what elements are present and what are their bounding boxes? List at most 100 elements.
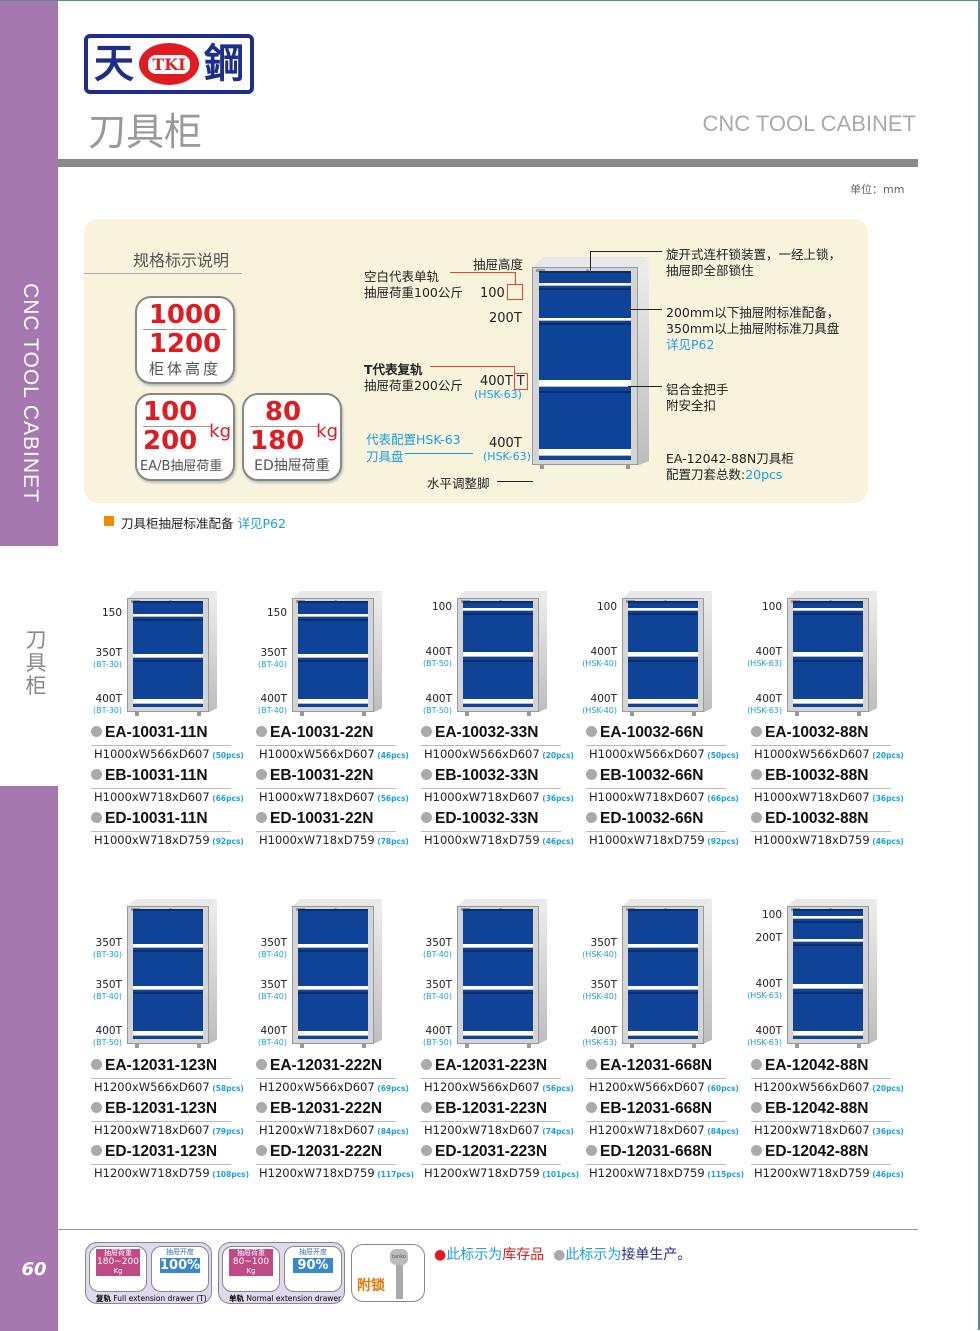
- double-rail-note-2: 抽屉荷重200公斤: [364, 378, 463, 393]
- cabinet-top-panel: [292, 591, 382, 599]
- cabinet-side-panel: [209, 899, 217, 1044]
- tray-note-1: 200mm以下抽屉附标准配备，: [666, 305, 840, 320]
- model-code: EA-12031-223N: [421, 1057, 547, 1075]
- status-dot-icon: [751, 812, 762, 823]
- dims-text: H1000xW566xD607: [754, 747, 870, 761]
- drawer: [628, 950, 698, 992]
- dims-text: H1000xW566xD607: [94, 747, 210, 761]
- ed-load-1: 80: [264, 397, 302, 427]
- spec-drawer-label: 200T: [489, 311, 522, 326]
- cabinet-frame: [457, 906, 539, 1044]
- cabinet-frame: [622, 906, 704, 1044]
- model-code: EB-12031-223N: [421, 1100, 547, 1118]
- drawer-label: 350T (BT-30): [93, 648, 122, 670]
- drawer-label: 400T (HSK-63): [582, 1025, 617, 1048]
- tool-spec: (HSK-40): [582, 659, 617, 668]
- tool-count: (46pcs): [539, 837, 574, 846]
- ext-label: 抽屉开度: [299, 1248, 327, 1256]
- drawer-label: 350T (BT-40): [258, 979, 287, 1002]
- model-code-text: EB-10032-66N: [600, 767, 704, 784]
- foot: [135, 1043, 139, 1048]
- model-code: EB-10031-11N: [91, 767, 208, 785]
- cabinet-top-panel: [457, 591, 547, 599]
- drawer-handle: [793, 1030, 863, 1036]
- model-dimensions: H1000xW718xD607 (66pcs): [94, 790, 244, 804]
- load-value: 80~100: [232, 1257, 270, 1267]
- status-dot-icon: [586, 769, 597, 780]
- model-dimensions: H1200xW566xD607 (56pcs): [424, 1080, 574, 1094]
- drawer: [133, 950, 203, 992]
- drawer-label: 100: [597, 601, 617, 613]
- model-code: EA-12031-123N: [91, 1057, 217, 1075]
- tool-count: (84pcs): [704, 1127, 739, 1136]
- double-rail-leader: [430, 366, 515, 367]
- dims-text: H1000xW718xD759: [94, 833, 210, 847]
- status-dot-icon: [256, 769, 267, 780]
- orange-square-icon: [104, 516, 114, 526]
- full-extension-icon: 抽屉荷重 180~200 Kg 抽屉开度 100% 复轨 Full extension…: [85, 1242, 212, 1304]
- cabinet-top-panel: [127, 899, 217, 907]
- status-dot-icon: [421, 1102, 432, 1113]
- tool-spec: (BT-50): [423, 1037, 452, 1047]
- model-dimensions: H1200xW718xD759 (115pcs): [589, 1166, 744, 1180]
- tray-link[interactable]: 详见P62: [666, 337, 715, 352]
- load-tile: 抽屉荷重 80~100 Kg: [222, 1246, 280, 1292]
- extension-tile: 抽屉开度 100%: [151, 1246, 209, 1292]
- dims-text: H1200xW566xD607: [259, 1080, 375, 1094]
- drawer-height: 350T: [95, 937, 122, 950]
- drawer-handle: [539, 283, 631, 287]
- drawer-label: 150: [102, 607, 122, 619]
- model-code-text: EB-12042-88N: [765, 1100, 869, 1117]
- model-code: EA-12031-222N: [256, 1057, 382, 1075]
- model-divider: [421, 1121, 561, 1122]
- model-dimensions: H1000xW718xD759 (78pcs): [259, 833, 409, 847]
- drawer-handle: [298, 944, 368, 949]
- model-divider: [586, 1121, 726, 1122]
- model-dimensions: H1000xW718xD759 (46pcs): [424, 833, 574, 847]
- lock-icon: [586, 269, 589, 272]
- status-dot-icon: [256, 1145, 267, 1156]
- handle-note-1: 铝合金把手: [666, 382, 729, 397]
- status-dot-icon: [256, 1059, 267, 1070]
- drawer-handle: [133, 613, 203, 617]
- foot: [692, 712, 696, 717]
- tool-spec: (BT-40): [423, 950, 452, 960]
- status-dot-icon: [91, 1102, 102, 1113]
- model-code-text: EB-12031-123N: [105, 1100, 218, 1117]
- model-note: EA-12042-88N刀具柜: [666, 451, 794, 466]
- model-dimensions: H1200xW718xD607 (36pcs): [754, 1123, 904, 1137]
- drawer: [133, 601, 203, 619]
- drawer-label: 400T (BT-50): [423, 694, 452, 716]
- drawer: [793, 660, 863, 708]
- drawer-handle: [539, 380, 631, 388]
- footer-divider: [58, 1229, 918, 1230]
- std-note-link[interactable]: 详见P62: [237, 516, 286, 531]
- drawer-height: 350T: [95, 647, 122, 659]
- drawer: [793, 944, 863, 992]
- drawer: [133, 660, 203, 708]
- model-code-text: EB-10031-11N: [105, 767, 208, 784]
- cabinet-side-panel: [869, 591, 877, 713]
- lock-label: 附锁: [357, 1278, 385, 1294]
- drawer-label: 200T: [756, 933, 782, 944]
- cabinet-top-panel: [622, 899, 712, 907]
- model-code: ED-12042-88N: [751, 1143, 868, 1161]
- load-tile: 抽屉荷重 180~200 Kg: [89, 1246, 147, 1292]
- tool-count: (56pcs): [374, 794, 409, 803]
- drawer: [793, 601, 863, 613]
- dims-text: H1200xW718xD759: [424, 1166, 540, 1180]
- tool-spec: (BT-40): [258, 991, 287, 1001]
- dims-text: H1000xW718xD759: [424, 833, 540, 847]
- height-value-1: 1000: [148, 300, 222, 330]
- status-dot-icon: [91, 726, 102, 737]
- model-code: EA-10032-88N: [751, 724, 868, 742]
- model-code: EB-10032-33N: [421, 767, 538, 785]
- model-dimensions: H1200xW718xD607 (84pcs): [589, 1123, 739, 1137]
- model-dimensions: H1000xW566xD607 (50pcs): [589, 747, 739, 761]
- status-dot-icon: [256, 812, 267, 823]
- status-dot-icon: [256, 1102, 267, 1113]
- tool-spec: (HSK-63): [747, 706, 782, 716]
- model-divider: [751, 831, 891, 832]
- tool-count: (46pcs): [869, 1170, 904, 1179]
- extension-tile: 抽屉开度 90%: [284, 1246, 342, 1292]
